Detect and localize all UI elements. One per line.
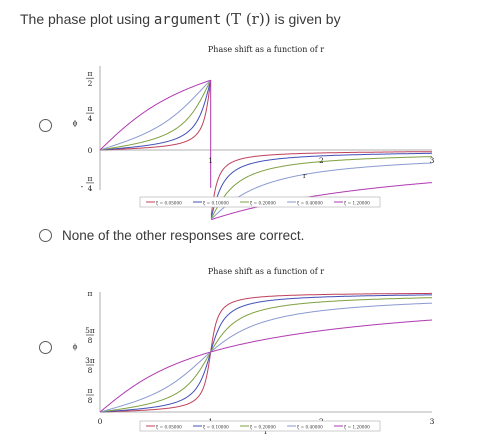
legend-entry-1: ξ = 0.05000 <box>156 425 182 430</box>
x-tick-label-1: 1 <box>208 156 213 165</box>
series-line-2 <box>100 80 432 218</box>
legend-entry-3: ξ = 0.20000 <box>250 425 276 430</box>
legend-entry-5: ξ = 1.20000 <box>344 425 370 430</box>
legend-entry-4: ξ = 0.40000 <box>297 201 323 206</box>
y-tick-label-2-den: 8 <box>88 336 93 345</box>
y-tick-label-2-num: π <box>88 104 93 113</box>
chart-title: Phase shift as a function of r <box>208 45 324 54</box>
chart-option-a: Phase shift as a function of rπ2π40-π4ϕ1… <box>73 45 435 221</box>
y-tick-label-3-den: 8 <box>88 366 93 375</box>
y-axis-label: ϕ <box>73 120 78 128</box>
chart-title: Phase shift as a function of r <box>208 267 324 276</box>
question-text: The phase plot using argument (T (r)) is… <box>20 10 341 28</box>
series-line-1 <box>100 80 432 216</box>
y-tick-label-1: π2 <box>86 69 94 88</box>
legend-entry-2: ξ = 0.10000 <box>203 425 229 430</box>
series-line-2 <box>100 294 432 413</box>
series-line-4 <box>99 302 433 413</box>
series-line-5 <box>99 319 432 413</box>
y-tick-label-2: π4 <box>86 104 94 123</box>
chart-option-c: Phase shift as a function of rπ5π83π8π8ϕ… <box>73 267 435 436</box>
question-suffix: is given by <box>270 11 341 27</box>
x-axis-label: r <box>264 428 268 436</box>
y-tick-label-1-den: 2 <box>88 79 93 88</box>
series-line-5 <box>99 79 432 221</box>
x-tick-label-4: 3 <box>430 417 435 426</box>
x-tick-label-3: 3 <box>430 156 435 165</box>
y-tick-label-2-num: 5π <box>85 326 95 335</box>
y-tick-label-1-num: π <box>88 69 93 78</box>
legend-box <box>139 420 381 432</box>
option-b-label: None of the other responses are correct. <box>62 228 305 243</box>
y-tick-label-2: 5π8 <box>85 326 95 345</box>
y-tick-label-2-den: 4 <box>88 114 93 123</box>
y-tick-label-4-den: 8 <box>88 396 93 405</box>
question-prefix: The phase plot using <box>20 11 154 27</box>
y-tick-label-3: 0 <box>88 146 93 155</box>
y-tick-label-1: π <box>88 289 93 298</box>
question-func: argument <box>153 12 222 28</box>
y-tick-label-4-num: π <box>88 386 93 395</box>
series-line-4 <box>99 79 432 220</box>
series-line-1 <box>100 292 432 413</box>
y-axis-label: ϕ <box>73 343 78 351</box>
radio-option-a[interactable] <box>39 119 52 132</box>
y-tick-label-4-den: 4 <box>88 184 93 193</box>
legend-entry-1: ξ = 0.05000 <box>156 201 182 206</box>
x-axis-label: r <box>303 172 307 180</box>
series-line-3 <box>99 297 432 413</box>
legend-box <box>139 196 381 208</box>
y-tick-label-3: 3π8 <box>85 356 95 375</box>
y-tick-label-4-sign: - <box>81 182 84 191</box>
radio-option-b[interactable] <box>39 229 52 242</box>
legend-entry-2: ξ = 0.10000 <box>203 201 229 206</box>
y-tick-label-4: π8 <box>86 386 94 405</box>
legend-entry-5: ξ = 1.20000 <box>344 201 370 206</box>
radio-option-c[interactable] <box>39 341 52 354</box>
series-line-3 <box>99 79 432 219</box>
legend-entry-3: ξ = 0.20000 <box>250 201 276 206</box>
legend-entry-4: ξ = 0.40000 <box>297 425 323 430</box>
y-tick-label-3-num: 3π <box>85 356 95 365</box>
x-tick-label-2: 2 <box>319 156 324 165</box>
y-tick-label-4: π4 <box>86 174 94 193</box>
question-expr: (T (r)) <box>225 10 271 28</box>
y-tick-label-4-num: π <box>88 174 93 183</box>
x-tick-label-1: 0 <box>98 417 103 426</box>
